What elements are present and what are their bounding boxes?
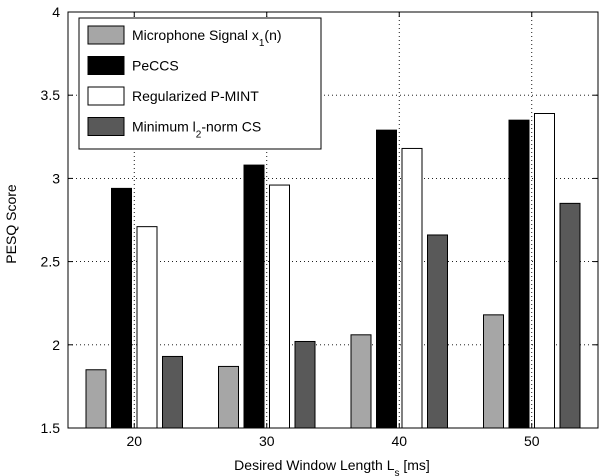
x-tick-label: 40 bbox=[391, 433, 407, 449]
y-tick-label: 2.5 bbox=[41, 254, 61, 270]
legend-swatch bbox=[87, 25, 125, 45]
legend-label: Regularized P-MINT bbox=[132, 88, 259, 104]
x-tick-label: 20 bbox=[126, 433, 142, 449]
bar-series-2-cat-50 bbox=[508, 119, 530, 429]
bars bbox=[85, 113, 581, 429]
legend-label: PeCCS bbox=[132, 58, 179, 74]
y-tick-label: 3.5 bbox=[41, 87, 61, 103]
y-tick-label: 2 bbox=[52, 337, 60, 353]
bar-series-1-cat-30 bbox=[218, 365, 239, 429]
x-tick-label: 50 bbox=[524, 433, 540, 449]
x-tick-label: 30 bbox=[259, 433, 275, 449]
y-tick-label: 4 bbox=[52, 4, 60, 20]
bar-series-3-cat-30 bbox=[269, 184, 290, 429]
bar-series-3-cat-50 bbox=[534, 113, 555, 429]
bar-series-1-cat-20 bbox=[85, 369, 107, 429]
y-tick-label: 1.5 bbox=[41, 420, 61, 436]
bar-series-4-cat-20 bbox=[162, 355, 183, 429]
bar-series-4-cat-30 bbox=[294, 340, 316, 429]
y-axis-label: PESQ Score bbox=[3, 184, 19, 264]
bar-series-3-cat-20 bbox=[136, 226, 158, 429]
bar-series-1-cat-40 bbox=[350, 334, 372, 429]
y-axis-ticks: 1.5 2 2.5 3 3.5 4 bbox=[41, 4, 598, 436]
bar-series-2-cat-40 bbox=[376, 129, 397, 429]
legend: Microphone Signal x1(n) PeCCS Regularized … bbox=[78, 17, 322, 150]
bar-series-4-cat-50 bbox=[559, 202, 581, 429]
plot-frame bbox=[67, 11, 599, 429]
bar-series-2-cat-30 bbox=[243, 164, 265, 429]
x-axis-ticks: 20 30 40 50 bbox=[126, 12, 540, 449]
legend-swatch bbox=[87, 56, 125, 75]
y-tick-label: 3 bbox=[52, 170, 60, 186]
legend-swatch bbox=[87, 86, 125, 106]
legend-label: Microphone Signal x1(n) bbox=[132, 27, 282, 49]
bar-series-4-cat-40 bbox=[427, 234, 448, 429]
bar-series-3-cat-40 bbox=[401, 147, 423, 429]
legend-label: Minimum l2-norm CS bbox=[132, 119, 261, 141]
legend-swatch bbox=[87, 117, 125, 136]
bar-series-1-cat-50 bbox=[483, 314, 504, 429]
bar-series-2-cat-20 bbox=[111, 187, 132, 429]
x-axis-label: Desired Window Length Ls [ms] bbox=[234, 457, 430, 476]
